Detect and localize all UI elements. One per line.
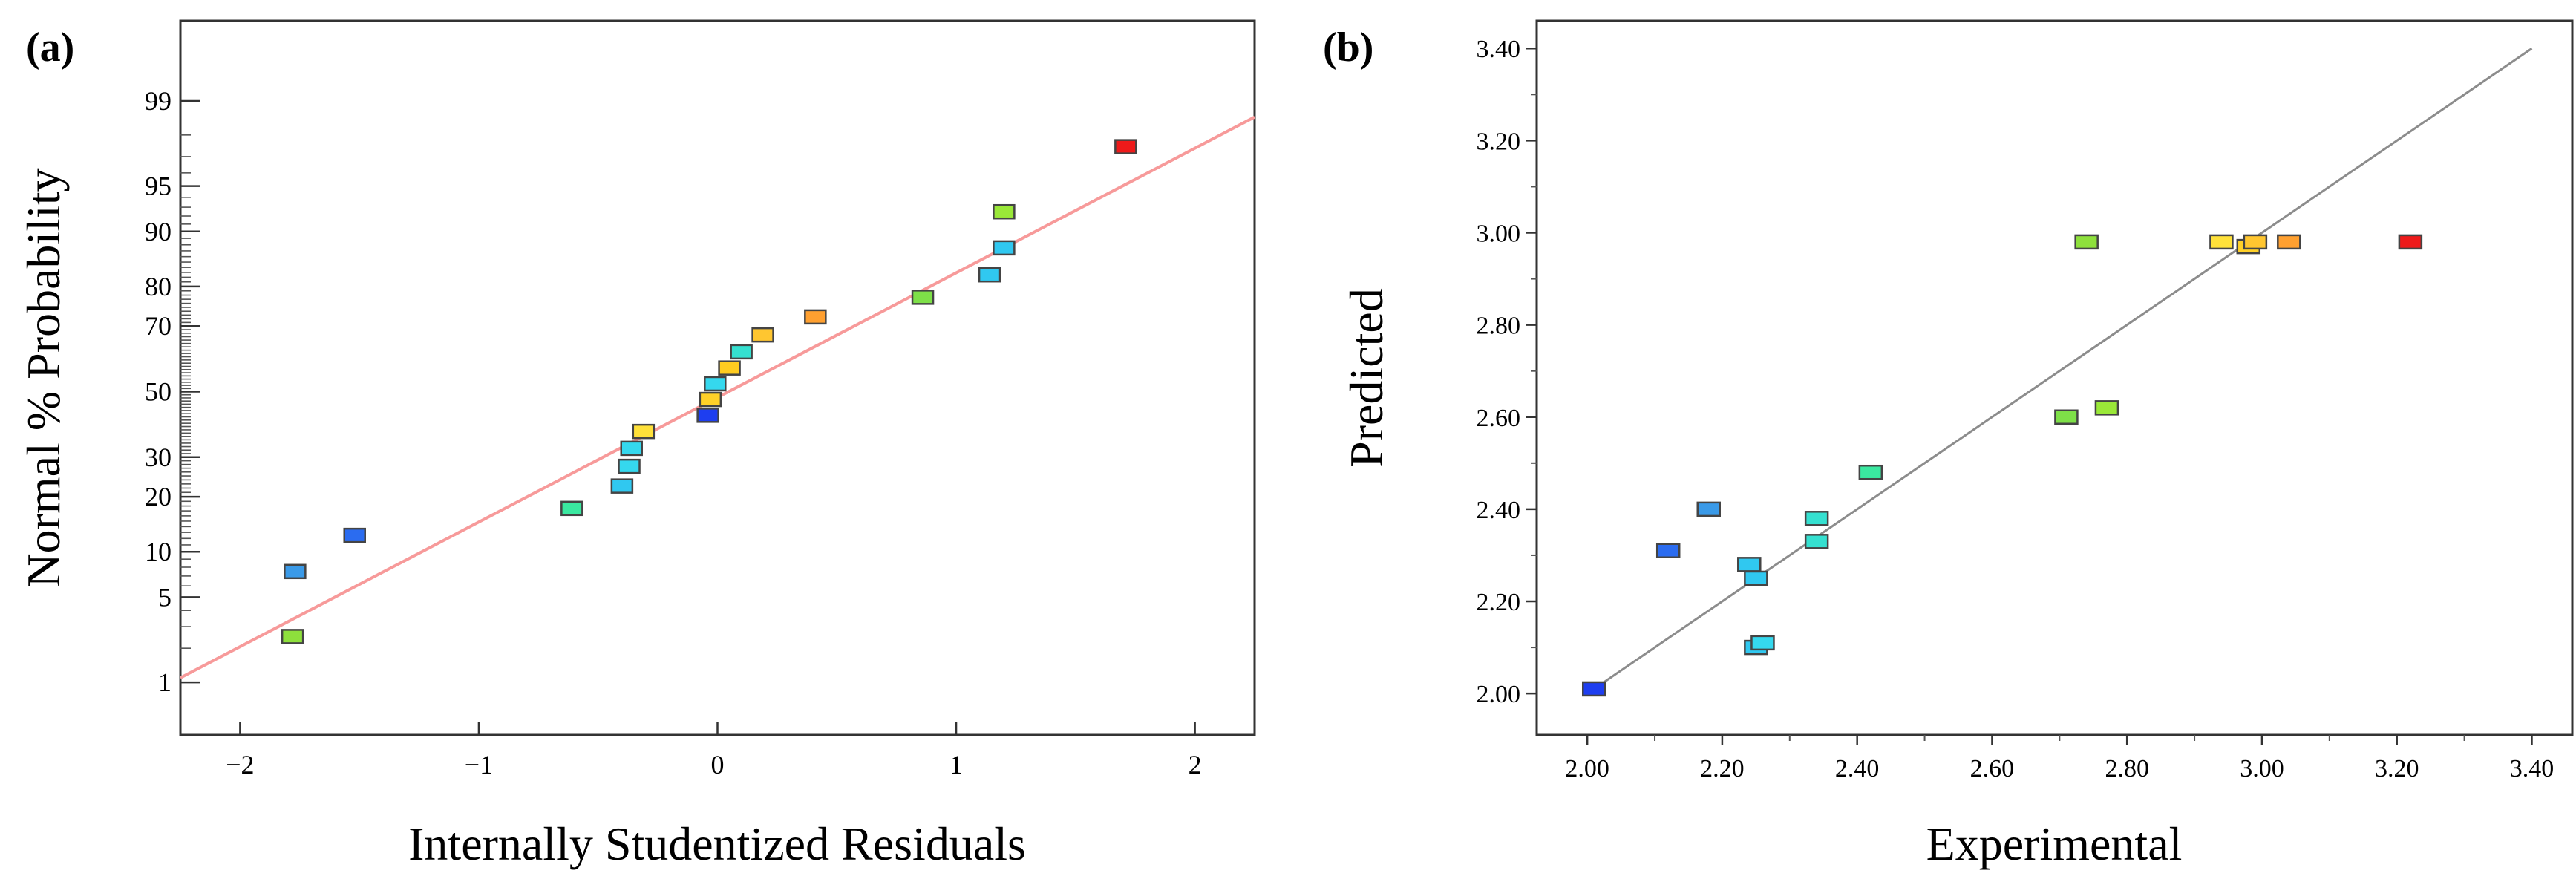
panel-b-x-tick-label: 3.40 bbox=[2510, 755, 2554, 782]
panel-a-y-tick-label: 5 bbox=[158, 582, 171, 612]
panel-a-data-point bbox=[751, 327, 774, 343]
panel-a-y-tick-label: 30 bbox=[145, 442, 171, 472]
panel-b-y-tick-label: 2.60 bbox=[1477, 405, 1521, 432]
panel-b-y-tick-label: 2.80 bbox=[1477, 313, 1521, 340]
panel-b-data-point bbox=[2094, 400, 2119, 416]
panel-a-y-tick-label: 70 bbox=[145, 311, 171, 341]
panel-b-data-point bbox=[2398, 234, 2423, 250]
panel-b-x-tick-label: 2.20 bbox=[1700, 755, 1745, 782]
panel-a-x-tick-label: 2 bbox=[1189, 750, 1202, 780]
panel-a-data-point bbox=[281, 629, 304, 644]
panel-a-x-tick-label: −1 bbox=[465, 750, 493, 780]
panel-b-x-tick-label: 2.80 bbox=[2105, 755, 2149, 782]
panel-b-data-point bbox=[2277, 234, 2301, 250]
panel-a-x-tick-label: 0 bbox=[711, 750, 725, 780]
panel-b-predicted-vs-experimental: (b) 2.00 2.20 2.40 2.60 2.80 3.00 3.20 3.40 2.0… bbox=[1323, 19, 2574, 870]
panel-b-y-tick-label: 3.20 bbox=[1477, 128, 1521, 155]
panel-b-data-point bbox=[2074, 234, 2099, 250]
panel-a-data-point bbox=[993, 240, 1016, 256]
panel-a-data-point bbox=[1114, 139, 1137, 154]
panel-a-x-tick-label: −2 bbox=[226, 750, 254, 780]
panel-a-y-axis-title: Normal % Probability bbox=[17, 168, 70, 587]
panel-b-y-tick-label: 3.00 bbox=[1477, 220, 1521, 247]
panel-a-points bbox=[281, 139, 1137, 644]
panel-b-x-tick-label: 2.40 bbox=[1835, 755, 1880, 782]
panel-b-data-point bbox=[1750, 635, 1775, 651]
panel-a-data-point bbox=[560, 500, 583, 517]
panel-a-x-axis-title: Internally Studentized Residuals bbox=[408, 817, 1026, 870]
panel-b-points bbox=[1581, 234, 2423, 697]
panel-a-y-tick-label: 50 bbox=[145, 377, 171, 407]
panel-a-label: (a) bbox=[26, 24, 74, 71]
panel-b-data-point bbox=[1744, 570, 1768, 586]
panel-b-x-tick-label: 3.20 bbox=[2375, 755, 2419, 782]
panel-a-data-point bbox=[911, 290, 935, 305]
panel-b-x-tick-label: 2.60 bbox=[1970, 755, 2015, 782]
panel-a-data-point bbox=[993, 203, 1016, 220]
panel-b-reference-line bbox=[1586, 48, 2533, 695]
panel-a-data-point bbox=[618, 458, 641, 474]
panel-a-data-point bbox=[284, 563, 307, 580]
panel-a-data-point bbox=[730, 344, 753, 360]
panel-a-y-tick-label: 1 bbox=[158, 667, 171, 697]
panel-b-y-tick-label: 3.40 bbox=[1477, 36, 1521, 63]
panel-a-y-tick-label: 20 bbox=[145, 482, 171, 512]
panel-a-x-tick-label: 1 bbox=[949, 750, 963, 780]
panel-b-data-point bbox=[2243, 234, 2268, 250]
panel-b-y-tick-label: 2.00 bbox=[1477, 681, 1521, 708]
panel-a-normal-probability-plot: (a) 1 5 10 20 30 50 70 80 90 95 99 −2 −1 0 1 2 Interna… bbox=[17, 19, 1256, 870]
panel-b-x-tick-label: 2.00 bbox=[1565, 755, 1609, 782]
panel-a-data-point bbox=[978, 267, 1001, 283]
panel-a-data-point bbox=[343, 527, 366, 543]
panel-b-data-point bbox=[1804, 534, 1829, 549]
panel-b-y-axis-title: Predicted bbox=[1340, 288, 1393, 468]
panel-b-data-point bbox=[1655, 543, 1681, 558]
panel-a-data-point bbox=[804, 309, 827, 325]
panel-b-x-axis-title: Experimental bbox=[1926, 817, 2183, 870]
panel-a-x-ticks: −2 −1 0 1 2 bbox=[226, 722, 1202, 780]
panel-b-plot-frame bbox=[1535, 19, 2574, 736]
panel-b-label: (b) bbox=[1323, 24, 1373, 71]
panel-a-y-tick-label: 90 bbox=[145, 217, 171, 246]
panel-a-data-point bbox=[696, 408, 719, 423]
panel-a-data-point bbox=[610, 478, 634, 494]
panel-a-y-tick-label: 99 bbox=[145, 86, 171, 116]
panel-b-data-point bbox=[1737, 557, 1762, 572]
panel-a-y-tick-label: 80 bbox=[145, 272, 171, 301]
panel-a-y-tick-label: 95 bbox=[145, 171, 171, 201]
panel-b-data-point bbox=[1696, 501, 1721, 517]
panel-b-data-point bbox=[2054, 409, 2079, 425]
panel-b-y-ticks: 2.00 2.20 2.40 2.60 2.80 3.00 3.20 3.40 bbox=[1477, 36, 1537, 708]
panel-b-data-point bbox=[1858, 464, 1883, 480]
panel-b-data-point bbox=[2209, 234, 2234, 250]
panel-a-data-point bbox=[699, 391, 722, 408]
panel-b-x-tick-label: 3.00 bbox=[2240, 755, 2284, 782]
panel-a-data-point bbox=[632, 423, 656, 440]
panel-b-data-point bbox=[1581, 681, 1606, 697]
panel-a-y-tick-label: 10 bbox=[145, 537, 171, 566]
panel-b-data-point bbox=[1804, 511, 1829, 526]
panel-b-x-ticks: 2.00 2.20 2.40 2.60 2.80 3.00 3.20 3.40 bbox=[1565, 735, 2554, 782]
panel-b-y-tick-label: 2.20 bbox=[1477, 589, 1521, 616]
panel-a-data-point bbox=[704, 376, 727, 392]
panel-b-y-tick-label: 2.40 bbox=[1477, 497, 1521, 524]
panel-a-data-point bbox=[620, 440, 643, 457]
panel-a-y-ticks: 1 5 10 20 30 50 70 80 90 95 99 bbox=[145, 86, 200, 697]
panel-a-data-point bbox=[718, 360, 741, 376]
